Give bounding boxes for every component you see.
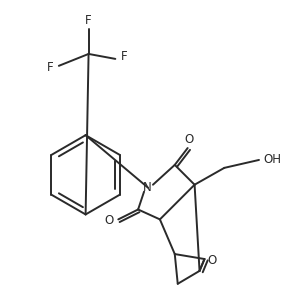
- Text: OH: OH: [264, 153, 282, 166]
- Text: F: F: [121, 51, 128, 63]
- Text: O: O: [208, 254, 217, 268]
- Text: F: F: [85, 14, 92, 27]
- Text: O: O: [184, 133, 193, 146]
- Text: F: F: [46, 61, 53, 74]
- Text: O: O: [105, 214, 114, 227]
- Text: N: N: [143, 181, 152, 194]
